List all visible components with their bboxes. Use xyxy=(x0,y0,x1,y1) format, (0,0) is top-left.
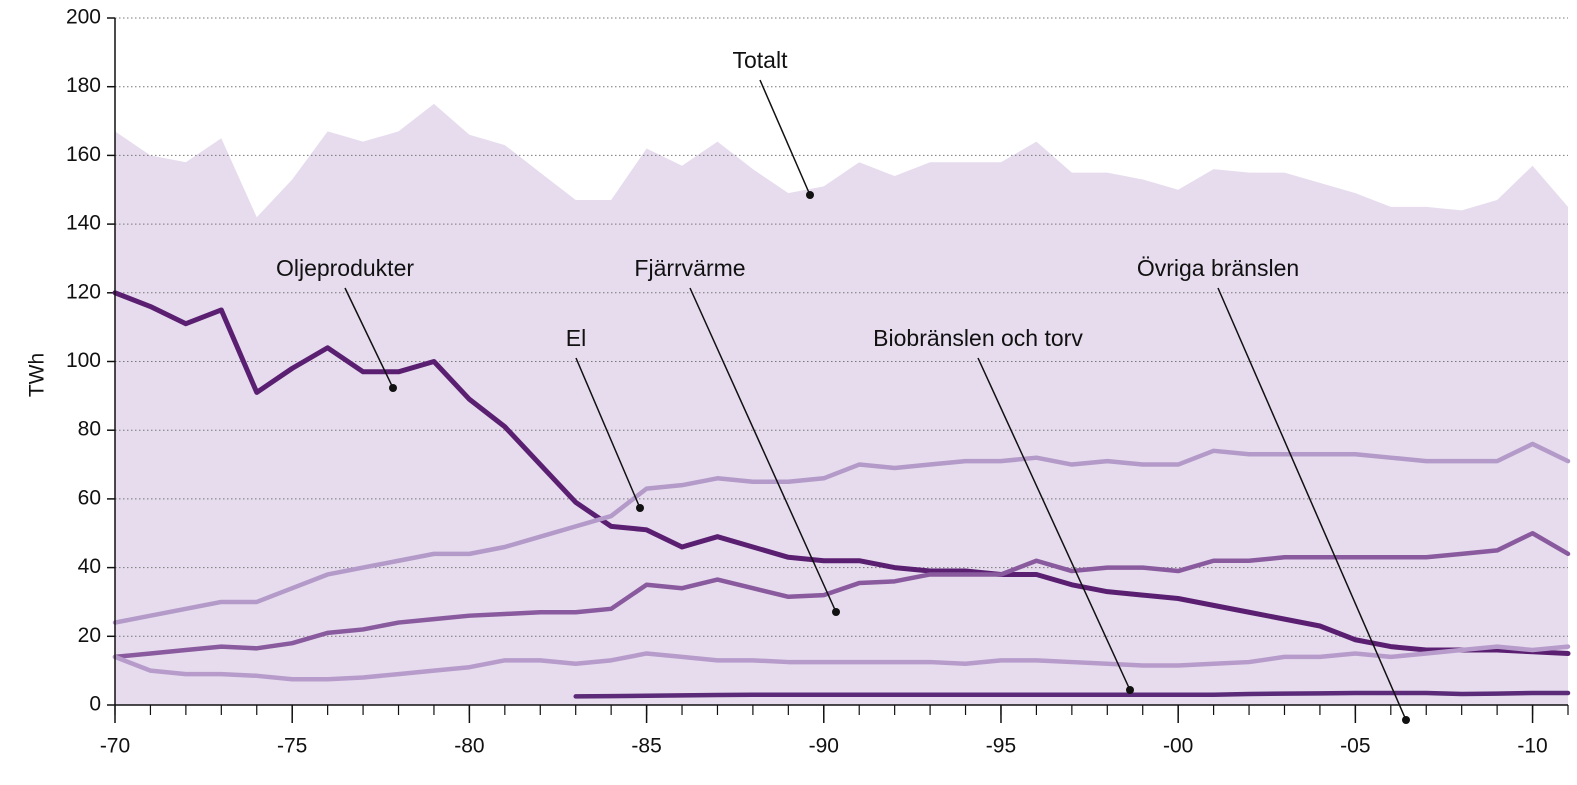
y-tick-label: 180 xyxy=(66,74,101,97)
leader-dot xyxy=(636,504,644,512)
y-tick-label: 140 xyxy=(66,212,101,235)
annotation: Oljeprodukter xyxy=(276,255,414,281)
leader-line xyxy=(575,357,641,509)
annotation: Biobränslen och torv xyxy=(873,325,1083,351)
leader-dot xyxy=(832,608,840,616)
x-tick-label: -00 xyxy=(1163,735,1193,758)
y-tick-label: 20 xyxy=(78,624,101,647)
leader-line xyxy=(759,79,811,196)
area xyxy=(115,103,1568,705)
leader-line xyxy=(689,287,837,613)
y-tick-label: 80 xyxy=(78,418,101,441)
annotation: Fjärrvärme xyxy=(634,255,745,281)
x-tick-label: -90 xyxy=(809,735,839,758)
x-tick-label: -10 xyxy=(1517,735,1547,758)
y-tick-label: 160 xyxy=(66,143,101,166)
leader-line xyxy=(1217,287,1407,721)
leader-dot xyxy=(806,191,814,199)
x-tick-label: -85 xyxy=(631,735,661,758)
x-tick-label: -05 xyxy=(1340,735,1370,758)
x-tick-label: -70 xyxy=(100,735,130,758)
leader-dot xyxy=(1126,686,1134,694)
leader-dot xyxy=(1402,716,1410,724)
y-tick-label: 0 xyxy=(89,693,101,716)
line xyxy=(112,644,1571,682)
leader-dot xyxy=(389,384,397,392)
annotation: Totalt xyxy=(733,47,789,73)
y-axis-label: TWh xyxy=(26,353,49,397)
y-tick-label: 100 xyxy=(66,349,101,372)
annotation: El xyxy=(566,325,586,351)
line xyxy=(112,441,1571,625)
line xyxy=(112,290,1571,656)
line xyxy=(112,531,1571,660)
line xyxy=(573,690,1571,699)
y-tick-label: 120 xyxy=(66,280,101,303)
x-tick-label: -80 xyxy=(454,735,484,758)
y-tick-label: 200 xyxy=(66,6,101,29)
annotation: Övriga bränslen xyxy=(1137,255,1299,281)
leader-line xyxy=(977,357,1131,691)
leader-line xyxy=(344,287,394,389)
y-tick-label: 60 xyxy=(78,486,101,509)
x-tick-label: -75 xyxy=(277,735,307,758)
y-tick-label: 40 xyxy=(78,555,101,578)
x-tick-label: -95 xyxy=(986,735,1016,758)
